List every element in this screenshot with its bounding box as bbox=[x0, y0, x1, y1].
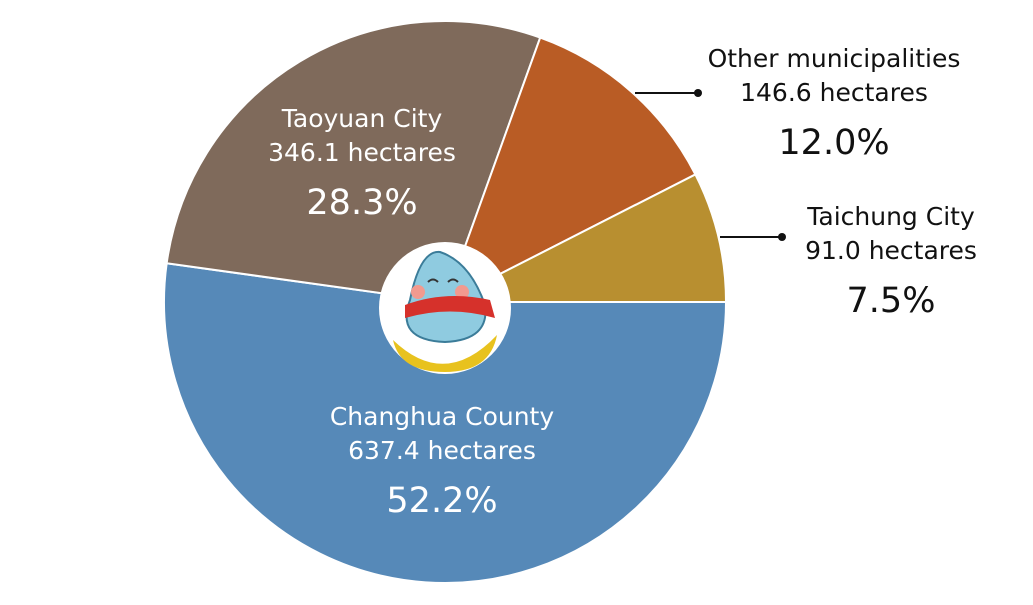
slice-percent: 52.2% bbox=[386, 481, 497, 521]
leader-dot bbox=[778, 233, 786, 241]
slice-name: Changhua County bbox=[330, 402, 555, 431]
slice-name: Taichung City bbox=[806, 202, 975, 231]
slice-area: 91.0 hectares bbox=[805, 236, 977, 265]
slice-area: 346.1 hectares bbox=[268, 138, 456, 167]
slice-name: Other municipalities bbox=[708, 44, 961, 73]
mascot-cheek bbox=[455, 285, 469, 299]
pie-slice bbox=[163, 262, 728, 584]
mascot-bowl bbox=[393, 335, 497, 372]
slice-area: 146.6 hectares bbox=[740, 78, 928, 107]
mascot-eyes bbox=[427, 278, 459, 283]
mascot bbox=[379, 242, 511, 374]
mascot-scarf bbox=[405, 296, 495, 318]
pie-slice bbox=[444, 173, 728, 303]
mascot-cheek bbox=[411, 285, 425, 299]
slice-name: Taoyuan City bbox=[281, 104, 443, 133]
leader-dot bbox=[694, 89, 702, 97]
slice-percent: 28.3% bbox=[306, 183, 417, 223]
pie-slice bbox=[165, 20, 542, 304]
slice-area: 637.4 hectares bbox=[348, 436, 536, 465]
labels: Changhua County 637.4 hectares 52.2% Taoyua… bbox=[268, 44, 977, 521]
pie bbox=[163, 20, 728, 584]
slice-percent: 12.0% bbox=[778, 123, 889, 163]
pie-slice bbox=[443, 36, 697, 305]
slice-percent: 7.5% bbox=[847, 281, 936, 321]
